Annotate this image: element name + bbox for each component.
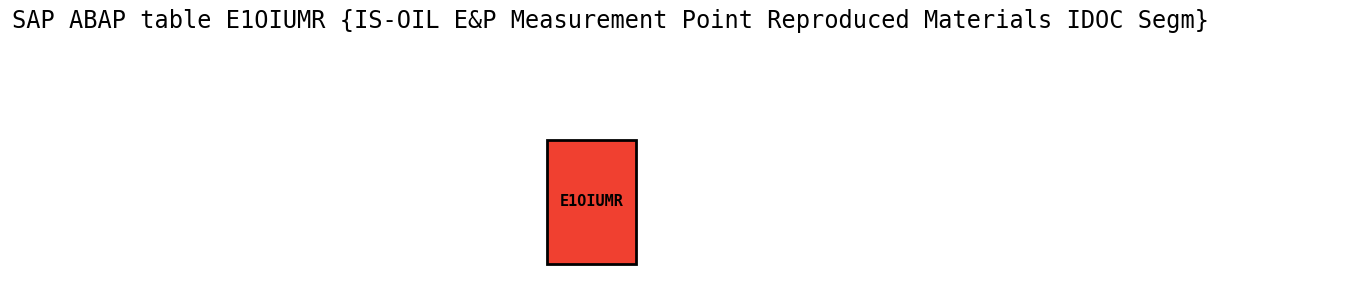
Text: E1OIUMR: E1OIUMR [560,195,624,209]
FancyBboxPatch shape [547,140,636,264]
Text: SAP ABAP table E1OIUMR {IS-OIL E&P Measurement Point Reproduced Materials IDOC S: SAP ABAP table E1OIUMR {IS-OIL E&P Measu… [12,9,1208,33]
